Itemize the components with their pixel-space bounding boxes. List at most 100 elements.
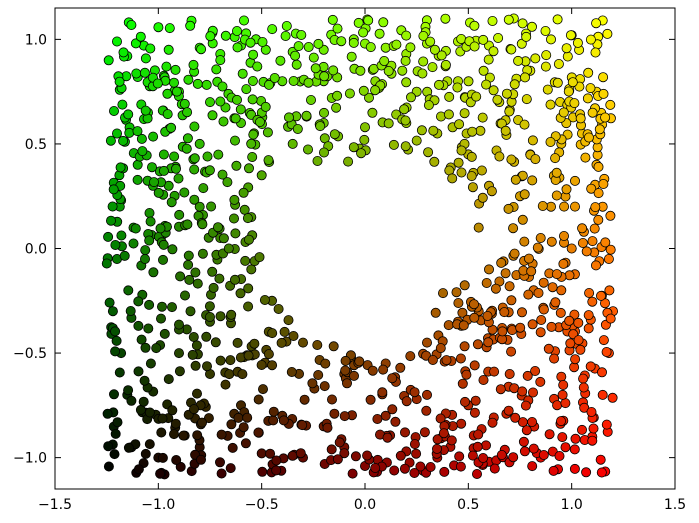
scatter-point	[556, 285, 567, 296]
scatter-point	[307, 378, 318, 389]
scatter-point	[213, 149, 224, 160]
scatter-point	[559, 201, 570, 212]
scatter-point	[487, 417, 498, 428]
scatter-point	[238, 422, 249, 433]
scatter-point	[388, 139, 399, 150]
scatter-point	[319, 71, 330, 82]
scatter-point	[152, 78, 163, 89]
scatter-point	[130, 223, 141, 234]
scatter-point	[417, 68, 428, 79]
scatter-point	[580, 152, 591, 163]
scatter-point	[432, 434, 443, 445]
scatter-point	[192, 430, 203, 441]
scatter-point	[243, 234, 254, 245]
scatter-point	[387, 373, 398, 384]
scatter-point	[331, 102, 342, 113]
scatter-point	[123, 385, 134, 396]
scatter-point	[145, 358, 156, 369]
scatter-point	[153, 187, 164, 198]
scatter-point	[569, 98, 580, 109]
scatter-point	[535, 327, 546, 338]
scatter-point	[132, 126, 143, 137]
scatter-point	[263, 155, 274, 166]
scatter-point	[409, 439, 420, 450]
scatter-point	[191, 340, 202, 351]
scatter-point	[577, 424, 588, 435]
scatter-point	[453, 297, 464, 308]
scatter-point	[126, 19, 137, 30]
scatter-point	[211, 64, 222, 75]
scatter-point	[440, 59, 451, 70]
scatter-point	[503, 203, 514, 214]
scatter-point	[549, 353, 560, 364]
scatter-point	[586, 183, 597, 194]
scatter-point	[188, 59, 199, 70]
scatter-point	[308, 52, 319, 63]
scatter-point	[139, 67, 150, 78]
scatter-point	[538, 277, 549, 288]
scatter-point	[497, 326, 508, 337]
scatter-point	[513, 55, 524, 66]
scatter-point	[492, 94, 503, 105]
scatter-point	[155, 313, 166, 324]
scatter-point	[247, 94, 258, 105]
x-tick-label: −1.0	[141, 497, 175, 513]
scatter-point	[569, 444, 580, 455]
scatter-point	[132, 174, 143, 185]
scatter-point	[262, 127, 273, 138]
scatter-point	[182, 107, 193, 118]
scatter-point	[326, 444, 337, 455]
scatter-point	[494, 151, 505, 162]
scatter-point	[586, 406, 597, 417]
scatter-point	[590, 202, 601, 213]
scatter-point	[201, 331, 212, 342]
scatter-point	[475, 125, 486, 136]
scatter-point	[215, 355, 226, 366]
scatter-point	[400, 115, 411, 126]
scatter-point	[559, 230, 570, 241]
scatter-point	[204, 165, 215, 176]
scatter-point	[179, 98, 190, 109]
scatter-point	[218, 116, 229, 127]
scatter-point	[569, 463, 580, 474]
scatter-point	[581, 467, 592, 478]
scatter-point	[538, 449, 549, 460]
scatter-point	[585, 34, 596, 45]
scatter-point	[517, 307, 528, 318]
scatter-point	[395, 450, 406, 461]
scatter-point	[281, 20, 292, 31]
scatter-point	[249, 338, 260, 349]
scatter-point	[521, 94, 532, 105]
scatter-point	[503, 14, 514, 25]
x-tick-label: −0.5	[245, 497, 279, 513]
scatter-point	[216, 468, 227, 479]
scatter-point	[237, 369, 248, 380]
scatter-point	[260, 101, 271, 112]
scatter-point	[493, 33, 504, 44]
scatter-point	[242, 412, 253, 423]
scatter-point	[405, 42, 416, 53]
scatter-point	[297, 420, 308, 431]
scatter-point	[246, 264, 257, 275]
scatter-point	[344, 88, 355, 99]
scatter-point	[527, 175, 538, 186]
scatter-point	[355, 65, 366, 76]
scatter-point	[510, 412, 521, 423]
scatter-point	[275, 55, 286, 66]
scatter-point	[596, 290, 607, 301]
scatter-point	[232, 42, 243, 53]
scatter-point	[501, 88, 512, 99]
scatter-point	[226, 419, 237, 430]
scatter-point	[328, 341, 339, 352]
scatter-point	[185, 306, 196, 317]
axes-layer: −1.5 −1.0 −0.5 0.0 0.5 1.0 1.5 −1.0 −0.5 0.0 0.5 1.…	[13, 7, 686, 513]
scatter-point	[481, 79, 492, 90]
scatter-point	[123, 442, 134, 453]
scatter-point	[506, 295, 517, 306]
scatter-point	[556, 416, 567, 427]
scatter-point	[144, 207, 155, 218]
scatter-point	[411, 448, 422, 459]
scatter-point	[215, 311, 226, 322]
scatter-point	[459, 341, 470, 352]
scatter-point	[473, 429, 484, 440]
